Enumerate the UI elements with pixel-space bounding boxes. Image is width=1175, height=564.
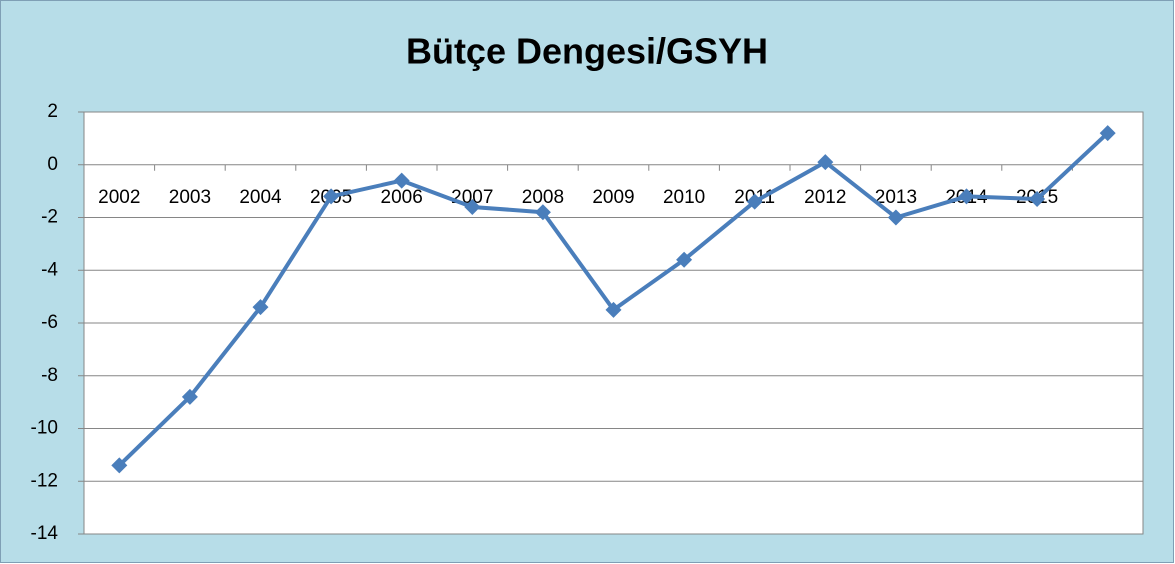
data-point	[1099, 125, 1116, 142]
y-tick-label: -8	[41, 365, 58, 386]
x-tick-label: 2006	[381, 187, 423, 208]
data-point	[393, 172, 410, 189]
y-tick-label: -14	[31, 523, 59, 544]
data-point	[252, 299, 269, 316]
x-tick-label: 2009	[592, 187, 634, 208]
data-point	[958, 188, 975, 205]
data-point	[676, 251, 693, 268]
data-point	[464, 198, 481, 215]
x-tick-label: 2012	[804, 187, 846, 208]
chart-title: Bütçe Dengesi/GSYH	[406, 31, 768, 72]
x-tick-label: 2008	[522, 187, 564, 208]
x-tick-label: 2010	[663, 187, 705, 208]
y-tick-label: 0	[47, 154, 58, 175]
x-tick-label: 2004	[239, 187, 282, 208]
y-tick-label: -2	[41, 207, 58, 228]
y-tick-label: -4	[41, 259, 58, 280]
data-point	[746, 193, 763, 210]
x-tick-label: 2003	[169, 187, 211, 208]
data-point	[323, 188, 340, 205]
y-tick-label: -6	[41, 312, 58, 333]
y-tick-label: -12	[31, 470, 58, 491]
data-point	[534, 204, 551, 221]
data-point	[111, 457, 128, 474]
data-point	[887, 209, 904, 226]
data-point	[1029, 191, 1046, 208]
y-tick-label: -10	[31, 418, 58, 439]
data-point	[181, 388, 198, 405]
y-tick-label: 2	[47, 101, 58, 122]
data-point	[605, 301, 622, 318]
x-tick-label: 2013	[875, 187, 917, 208]
data-point	[817, 154, 834, 171]
x-tick-label: 2002	[98, 187, 140, 208]
